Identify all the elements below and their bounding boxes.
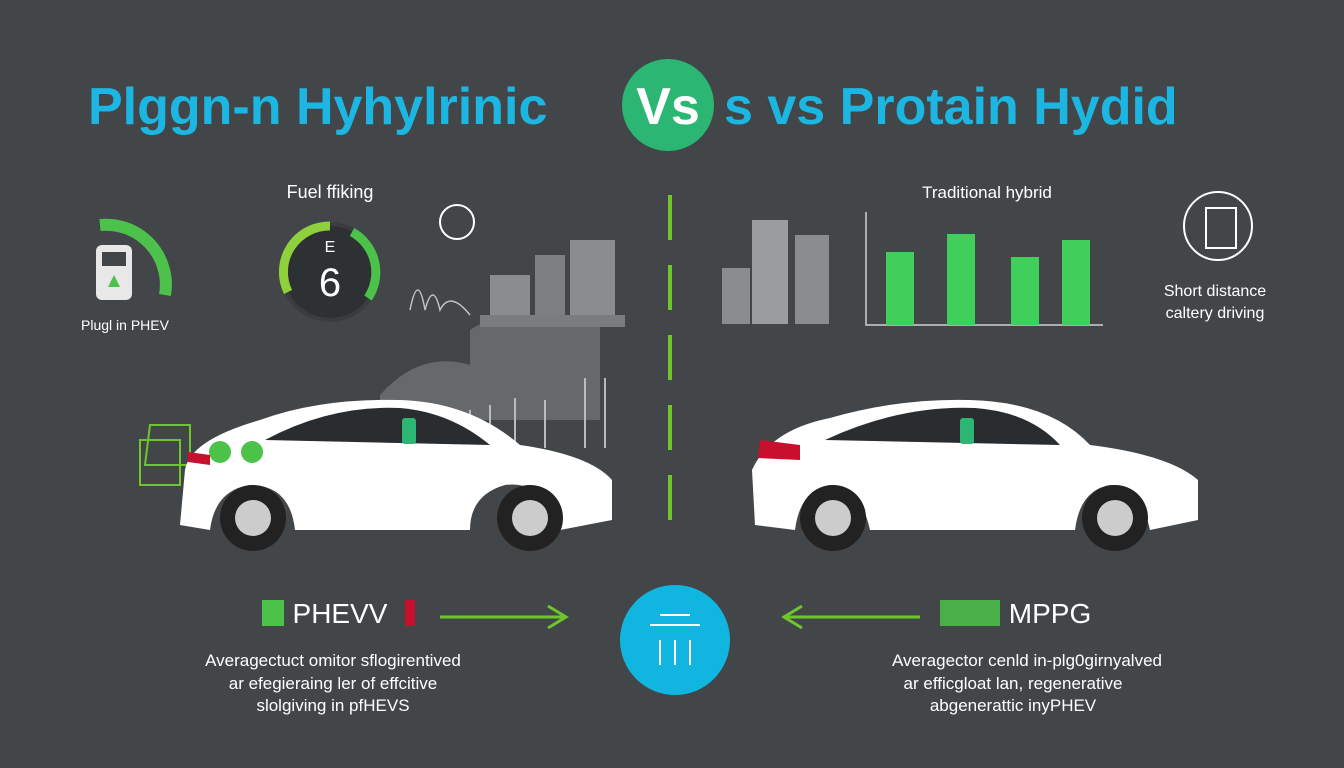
right-tag: MPPG <box>1009 598 1091 629</box>
gauge-arc-right <box>349 228 381 301</box>
arrow-right <box>440 604 569 630</box>
chart-label: Traditional hybrid <box>922 183 1052 202</box>
tag-stripe <box>405 600 415 626</box>
right-text: Averagector cenld in-plg0girnyalved <box>892 651 1162 670</box>
decor-bar <box>1011 257 1039 325</box>
decor-bar <box>947 234 975 325</box>
car-dot <box>209 441 231 463</box>
car-window <box>265 407 490 445</box>
tag-stripe <box>940 600 1000 626</box>
rim <box>512 500 548 536</box>
rim <box>1097 500 1133 536</box>
right-text: abgenerattic inyPHEV <box>930 696 1097 715</box>
distance-icon-doc <box>1205 207 1237 249</box>
title-right: s vs Protain Hydid <box>724 78 1178 136</box>
gauge-label: Fuel ffiking <box>287 182 374 202</box>
car-left <box>139 399 612 551</box>
rim <box>815 500 851 536</box>
gauge-letter: E <box>325 239 336 256</box>
tag-stripe <box>262 600 284 626</box>
decor-bar <box>1062 240 1090 325</box>
pump-drop <box>108 275 120 287</box>
plug-arc <box>99 218 172 297</box>
distance-icon <box>1183 191 1253 261</box>
small-icon <box>439 204 475 240</box>
distance-label: caltery driving <box>1166 305 1265 322</box>
vs-text: Vs <box>636 78 700 136</box>
building <box>795 235 829 324</box>
decor-bar <box>886 252 914 325</box>
pump-screen <box>102 252 126 266</box>
right-text: ar efficgloat lan, regenerative <box>904 674 1123 693</box>
left-tag: PHEVV <box>293 598 388 629</box>
taillight <box>188 452 210 465</box>
building <box>535 255 565 325</box>
left-text: ar efegieraing ler of effcitive <box>229 674 438 693</box>
taillight <box>758 440 800 460</box>
car-badge <box>402 418 416 444</box>
arrow-left <box>781 604 920 630</box>
left-text: slolgiving in pfHEVS <box>256 696 409 715</box>
gauge-arc <box>278 221 331 294</box>
car-window <box>825 407 1060 445</box>
smoke <box>380 315 600 420</box>
building-base <box>480 315 625 327</box>
left-text: Averagectuct omitor sflogirentived <box>205 651 461 670</box>
distance-label: Short distance <box>1164 283 1266 300</box>
building <box>752 220 788 324</box>
title-left: Plggn-n Hyhylrinic <box>88 78 547 136</box>
center-icon-glyph <box>650 614 700 665</box>
rim <box>235 500 271 536</box>
gauge-number: 6 <box>319 261 341 305</box>
car-badge <box>960 418 974 444</box>
vs-badge <box>622 59 714 151</box>
building <box>570 240 615 325</box>
car-dot <box>241 441 263 463</box>
plug-label: Plugl in PHEV <box>81 317 170 333</box>
car-right <box>752 399 1198 551</box>
building <box>722 268 750 324</box>
waves <box>409 289 471 316</box>
